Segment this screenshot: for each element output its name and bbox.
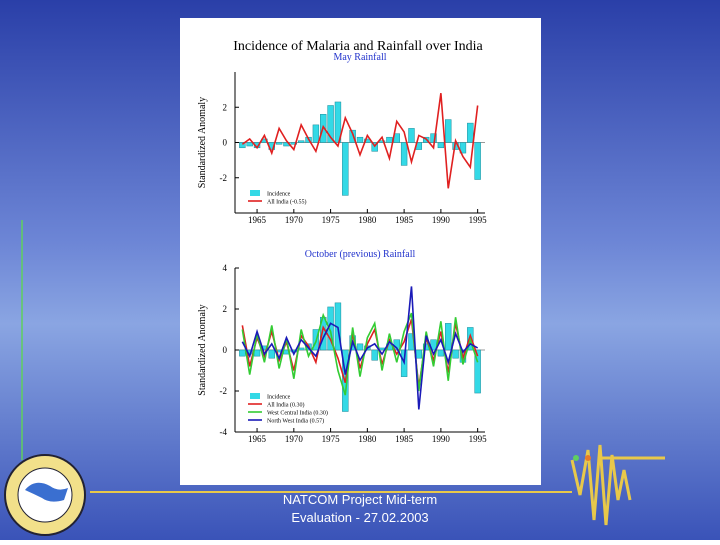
bar [268, 349, 275, 359]
bar [467, 122, 474, 143]
chart-subtitle: October (previous) Rainfall [305, 249, 416, 260]
chart-subtitle: May Rainfall [333, 52, 386, 63]
bar [275, 142, 283, 145]
bar [253, 349, 261, 357]
x-tick-label: 1980 [358, 434, 377, 444]
x-tick-label: 1980 [358, 215, 377, 225]
x-tick-label: 1975 [322, 215, 341, 225]
x-tick-label: 1995 [469, 434, 488, 444]
x-tick-label: 1990 [432, 434, 451, 444]
legend-label: Incidence [267, 395, 291, 401]
y-tick-label: 2 [223, 102, 228, 112]
bar [297, 140, 305, 143]
decor-wave [570, 444, 632, 526]
x-tick-label: 1965 [248, 434, 267, 444]
legend-label: North West India (0.57) [267, 418, 324, 425]
legend-label: West Central India (0.30) [267, 410, 328, 417]
bar [437, 349, 445, 357]
x-tick-label: 1990 [432, 215, 451, 225]
chart-panel [180, 18, 541, 485]
bar [290, 349, 298, 353]
footer-text: NATCOM Project Mid-term [283, 492, 437, 507]
x-tick-label: 1985 [395, 434, 414, 444]
bar [408, 128, 415, 143]
bar [437, 142, 445, 149]
bar [386, 136, 393, 143]
y-axis-label: Standardized Anomaly [197, 97, 208, 188]
decor-dot [573, 455, 579, 461]
x-tick-label: 1975 [322, 434, 341, 444]
bar [452, 349, 459, 359]
decor-dot [585, 455, 591, 461]
footer-text: Evaluation - 27.02.2003 [291, 510, 428, 525]
y-tick-label: 4 [223, 263, 228, 273]
legend-label: All India (-0.55) [267, 199, 307, 206]
line-series [241, 93, 479, 189]
x-tick-label: 1970 [285, 215, 304, 225]
bar [445, 119, 452, 143]
bar [415, 349, 423, 359]
y-tick-label: -2 [220, 173, 228, 183]
x-tick-label: 1965 [248, 215, 267, 225]
legend-label: Incidence [267, 192, 291, 198]
line-series [241, 286, 479, 410]
y-tick-label: 0 [223, 345, 228, 355]
legend-swatch [250, 393, 260, 399]
bar [356, 136, 364, 143]
y-tick-label: 0 [223, 138, 228, 148]
bar [246, 142, 253, 147]
bar [356, 343, 364, 351]
chart-title: Incidence of Malaria and Rainfall over I… [233, 39, 483, 54]
y-tick-label: -2 [220, 386, 228, 396]
bar [327, 105, 334, 143]
bar [342, 142, 349, 196]
bar [474, 142, 481, 180]
legend-label: All India (0.30) [267, 402, 305, 409]
x-tick-label: 1970 [285, 434, 304, 444]
logo [4, 454, 86, 536]
bar [371, 349, 378, 361]
bar [312, 124, 320, 143]
line-series [241, 312, 479, 396]
legend-swatch [250, 190, 260, 196]
y-tick-label: 2 [223, 304, 228, 314]
bar [400, 142, 408, 166]
bar [459, 142, 467, 154]
bar [239, 349, 246, 357]
bar [445, 323, 452, 351]
bar [334, 101, 342, 143]
bar [239, 142, 246, 149]
bar [349, 129, 356, 143]
bar [474, 349, 481, 394]
y-axis-label: Standardized Anomaly [197, 304, 208, 395]
y-tick-label: -4 [220, 427, 228, 437]
bar [290, 142, 298, 145]
x-tick-label: 1985 [395, 215, 414, 225]
x-tick-label: 1995 [469, 215, 488, 225]
